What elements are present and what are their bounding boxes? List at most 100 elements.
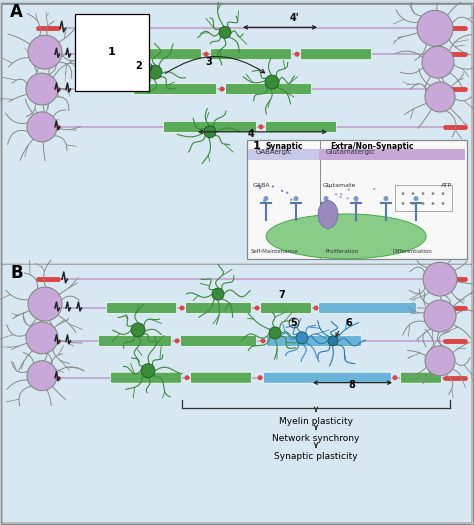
Circle shape: [293, 196, 299, 201]
Text: 2: 2: [135, 61, 142, 71]
Circle shape: [432, 192, 434, 195]
FancyBboxPatch shape: [191, 372, 252, 383]
Circle shape: [313, 306, 319, 310]
Circle shape: [355, 200, 357, 202]
FancyBboxPatch shape: [264, 372, 392, 383]
Circle shape: [26, 322, 58, 354]
Circle shape: [346, 197, 349, 200]
Circle shape: [204, 126, 216, 138]
Circle shape: [27, 112, 57, 142]
Circle shape: [335, 193, 337, 195]
Ellipse shape: [318, 201, 338, 228]
Circle shape: [26, 73, 58, 105]
Circle shape: [263, 200, 265, 202]
Circle shape: [281, 190, 283, 192]
Circle shape: [421, 202, 424, 205]
Text: 4': 4': [290, 13, 300, 23]
Circle shape: [294, 52, 300, 57]
Circle shape: [340, 193, 342, 195]
Circle shape: [219, 26, 231, 38]
FancyBboxPatch shape: [99, 335, 172, 347]
Circle shape: [425, 82, 455, 112]
Circle shape: [212, 288, 224, 300]
Circle shape: [347, 188, 350, 191]
Circle shape: [261, 339, 265, 343]
Circle shape: [411, 202, 414, 205]
Circle shape: [290, 198, 292, 201]
Circle shape: [392, 375, 398, 380]
FancyBboxPatch shape: [181, 335, 256, 347]
Circle shape: [354, 196, 358, 201]
Circle shape: [255, 306, 259, 310]
Text: Synaptic: Synaptic: [266, 142, 303, 151]
Text: GABA: GABA: [253, 183, 271, 187]
Text: Glutamatergic: Glutamatergic: [326, 149, 376, 155]
Circle shape: [411, 192, 414, 195]
Circle shape: [442, 192, 445, 195]
FancyBboxPatch shape: [110, 372, 182, 383]
Circle shape: [269, 327, 281, 339]
Circle shape: [421, 192, 424, 195]
Circle shape: [339, 196, 342, 198]
Text: 3: 3: [205, 57, 212, 67]
Circle shape: [203, 52, 209, 57]
FancyBboxPatch shape: [164, 121, 256, 132]
Text: Network synchrony: Network synchrony: [272, 434, 360, 444]
Circle shape: [413, 196, 419, 201]
Text: GABAergic: GABAergic: [256, 149, 293, 155]
FancyBboxPatch shape: [319, 149, 465, 160]
Circle shape: [219, 87, 225, 91]
FancyBboxPatch shape: [107, 302, 176, 313]
Text: Myelin plasticity: Myelin plasticity: [279, 416, 353, 425]
Circle shape: [272, 185, 274, 187]
Circle shape: [323, 196, 328, 201]
Text: 7: 7: [278, 290, 285, 300]
FancyBboxPatch shape: [261, 302, 311, 313]
Circle shape: [184, 375, 190, 380]
FancyBboxPatch shape: [1, 4, 473, 524]
Circle shape: [148, 65, 162, 79]
FancyBboxPatch shape: [265, 121, 337, 132]
Text: Synaptic plasticity: Synaptic plasticity: [274, 453, 358, 461]
Text: A: A: [10, 3, 23, 22]
FancyBboxPatch shape: [134, 83, 217, 94]
Text: 1: 1: [108, 47, 116, 57]
Circle shape: [286, 192, 289, 194]
Circle shape: [265, 75, 279, 89]
FancyBboxPatch shape: [210, 49, 292, 60]
Circle shape: [401, 192, 404, 195]
Text: 4: 4: [248, 129, 255, 139]
Circle shape: [257, 375, 263, 380]
Circle shape: [259, 187, 262, 189]
Circle shape: [174, 339, 180, 343]
Text: Self-Maintenance: Self-Maintenance: [251, 249, 299, 254]
Circle shape: [258, 185, 260, 187]
Circle shape: [423, 262, 457, 296]
Circle shape: [296, 332, 308, 344]
Text: Extra/Non-Synaptic: Extra/Non-Synaptic: [330, 142, 413, 151]
Circle shape: [417, 10, 453, 46]
Circle shape: [131, 323, 145, 337]
Circle shape: [328, 336, 338, 346]
Circle shape: [264, 199, 266, 202]
Text: B: B: [10, 264, 23, 282]
Circle shape: [442, 202, 445, 205]
Circle shape: [28, 287, 62, 321]
FancyBboxPatch shape: [185, 302, 252, 313]
Text: Differentiation: Differentiation: [393, 249, 433, 254]
Circle shape: [27, 361, 57, 391]
FancyBboxPatch shape: [113, 49, 201, 60]
Circle shape: [424, 300, 456, 332]
Text: Glutamate: Glutamate: [323, 183, 356, 187]
FancyBboxPatch shape: [319, 302, 417, 313]
Circle shape: [422, 46, 454, 78]
FancyBboxPatch shape: [248, 149, 319, 160]
Circle shape: [28, 35, 62, 69]
FancyBboxPatch shape: [247, 140, 467, 259]
Text: 8: 8: [348, 380, 355, 390]
Ellipse shape: [266, 214, 426, 259]
Text: 1: 1: [253, 141, 261, 151]
Text: 6: 6: [345, 318, 352, 328]
Circle shape: [373, 188, 375, 190]
Circle shape: [141, 364, 155, 377]
